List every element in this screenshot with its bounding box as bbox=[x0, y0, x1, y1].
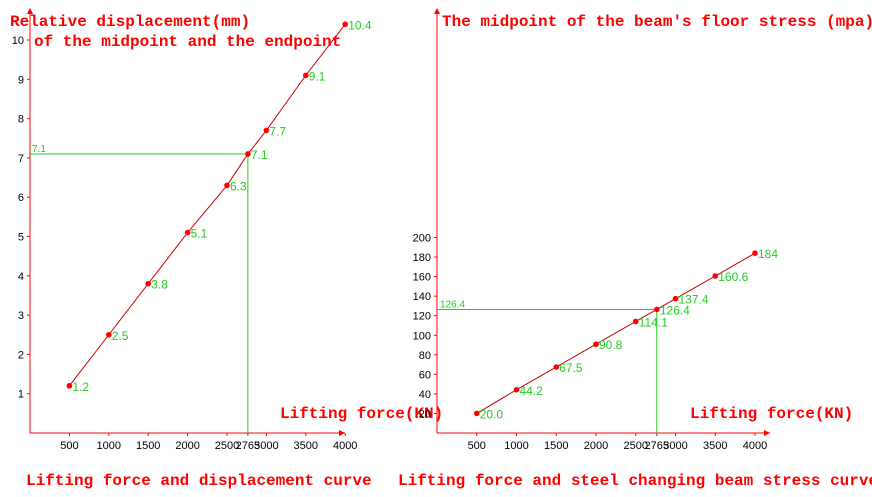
data-label: 44.2 bbox=[520, 384, 544, 398]
x-tick-label: 2000 bbox=[175, 440, 199, 452]
data-point bbox=[654, 306, 660, 313]
data-label: 184 bbox=[758, 247, 778, 261]
y-tick-label: 2 bbox=[18, 349, 24, 361]
y-axis-arrow bbox=[434, 8, 440, 14]
data-label: 20.0 bbox=[480, 407, 504, 421]
data-point bbox=[66, 383, 73, 389]
x-tick-label: 2000 bbox=[584, 440, 608, 452]
data-point bbox=[245, 151, 251, 157]
data-label: 2.5 bbox=[112, 329, 129, 343]
x-axis-arrow bbox=[339, 430, 345, 436]
data-point bbox=[342, 21, 349, 28]
data-point bbox=[263, 127, 270, 134]
y-axis-arrow bbox=[27, 8, 33, 14]
x-tick-label: 3000 bbox=[254, 440, 278, 452]
y-tick-label: 6 bbox=[18, 192, 24, 204]
data-label: 1.2 bbox=[72, 380, 89, 394]
chart-caption: Lifting force and displacement curve bbox=[26, 472, 372, 490]
y-tick-label: 80 bbox=[419, 350, 431, 362]
data-label: 7.7 bbox=[269, 124, 286, 138]
x-tick-label: 2500 bbox=[624, 440, 648, 452]
data-label: 67.5 bbox=[559, 361, 583, 375]
data-label: 10.4 bbox=[348, 18, 372, 32]
data-label: 3.8 bbox=[151, 278, 168, 292]
data-label: 5.1 bbox=[191, 227, 208, 241]
data-label: 126.4 bbox=[660, 303, 690, 317]
data-point bbox=[303, 72, 309, 79]
data-point bbox=[473, 410, 480, 417]
data-label: 7.1 bbox=[251, 148, 268, 162]
x-tick-label: 1500 bbox=[136, 440, 160, 452]
x-axis-label: Lifting force(KN) bbox=[280, 405, 443, 423]
data-point bbox=[184, 229, 191, 236]
y-tick-label: 160 bbox=[413, 272, 431, 284]
y-tick-label: 10 bbox=[12, 35, 24, 47]
y-tick-label: 40 bbox=[419, 389, 431, 401]
data-point bbox=[224, 182, 230, 189]
data-point bbox=[553, 364, 560, 370]
data-point bbox=[712, 273, 719, 279]
y-tick-label: 120 bbox=[413, 311, 431, 323]
x-tick-label: 1000 bbox=[504, 440, 528, 452]
data-point bbox=[752, 250, 758, 256]
x-tick-label: 2765 bbox=[236, 440, 260, 452]
reference-label: 126.4 bbox=[440, 299, 465, 310]
data-point bbox=[593, 341, 599, 348]
x-tick-label: 3000 bbox=[663, 440, 687, 452]
x-axis-arrow bbox=[764, 430, 770, 436]
data-label: 90.8 bbox=[599, 338, 623, 352]
y-tick-label: 1 bbox=[18, 389, 24, 401]
x-tick-label: 3500 bbox=[294, 440, 318, 452]
y-tick-label: 20 bbox=[419, 408, 431, 420]
x-tick-label: 500 bbox=[468, 440, 486, 452]
data-point bbox=[632, 318, 639, 325]
x-tick-label: 4000 bbox=[333, 440, 357, 452]
chart-title: Relative displacement(mm) bbox=[10, 13, 250, 31]
data-point bbox=[672, 295, 679, 302]
y-tick-label: 200 bbox=[413, 233, 431, 245]
x-tick-label: 1000 bbox=[97, 440, 121, 452]
data-point bbox=[145, 280, 151, 287]
x-tick-label: 3500 bbox=[703, 440, 727, 452]
y-tick-label: 180 bbox=[413, 252, 431, 264]
y-tick-label: 3 bbox=[18, 310, 24, 322]
data-point bbox=[513, 386, 520, 393]
data-point bbox=[106, 331, 112, 338]
y-tick-label: 100 bbox=[413, 330, 431, 342]
x-tick-label: 2765 bbox=[645, 440, 669, 452]
y-tick-label: 7 bbox=[18, 153, 24, 165]
y-tick-label: 4 bbox=[18, 271, 24, 283]
data-label: 6.3 bbox=[230, 179, 247, 193]
x-tick-label: 1500 bbox=[544, 440, 568, 452]
y-tick-label: 140 bbox=[413, 291, 431, 303]
x-axis-label: Lifting force(KN) bbox=[690, 405, 853, 423]
series-line bbox=[69, 23, 346, 387]
chart-subtitle: of the midpoint and the endpoint bbox=[34, 33, 341, 51]
data-label: 114.1 bbox=[639, 315, 668, 329]
data-label: 137.4 bbox=[679, 293, 709, 307]
x-tick-label: 4000 bbox=[743, 440, 767, 452]
chart-title: The midpoint of the beam's floor stress … bbox=[442, 13, 872, 31]
data-label: 160.6 bbox=[718, 270, 748, 284]
chart-2: 20 40 60 80 100 120 140 160 180 200 500 1000 1500 200… bbox=[398, 8, 872, 490]
x-tick-label: 2500 bbox=[215, 440, 239, 452]
y-tick-label: 9 bbox=[18, 74, 24, 86]
y-tick-label: 8 bbox=[18, 114, 24, 126]
y-tick-label: 5 bbox=[18, 232, 24, 244]
chart-caption: Lifting force and steel changing beam st… bbox=[398, 472, 872, 490]
y-tick-label: 60 bbox=[419, 369, 431, 381]
data-label: 9.1 bbox=[309, 69, 326, 83]
x-tick-label: 500 bbox=[60, 440, 78, 452]
reference-label: 7.1 bbox=[32, 144, 46, 155]
